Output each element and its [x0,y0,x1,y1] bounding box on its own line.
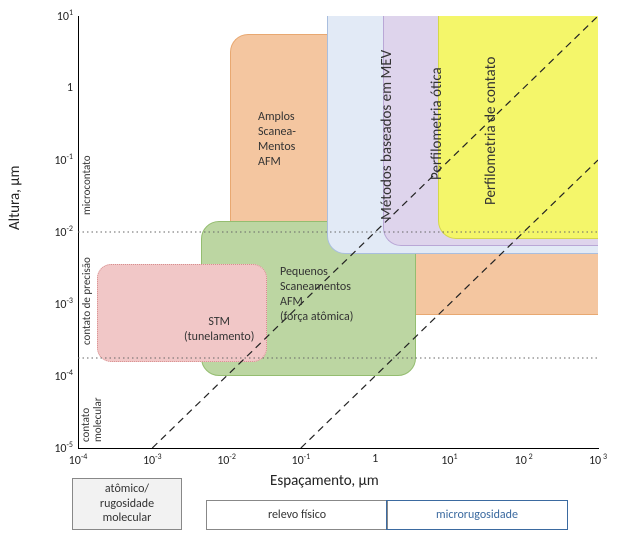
ycategory-micro: microcontato [80,155,93,215]
y-tick: 101 [57,8,73,24]
x-tick: 10 2 [515,452,533,468]
x-tick: 10-1 [292,452,311,468]
label-contact-profilometry: Perfilometria de contato [482,57,500,205]
legend-microroughness: microrugosidade [386,500,568,530]
y-tick: 1 [67,81,73,95]
label-stm: STM(tunelamento) [184,315,254,345]
legend-atomic: atômico/rugosidademolecular [72,478,182,530]
region-yellow-contact [438,16,598,239]
y-axis-label: Altura, μm [6,166,24,231]
y-tick: 10-1 [54,152,73,168]
label-afm-large: AmplosScanea-MentosAFM [258,110,296,170]
x-tick: 10 3 [589,452,607,468]
y-tick: 10-3 [54,296,73,312]
x-tick: 1 [372,452,378,466]
ycategory-molecular: contatomolecular [80,397,104,442]
x-tick: 10-2 [217,452,236,468]
x-axis-label: Espaçamento, μm [270,472,379,490]
legend-relief: relevo físico [206,500,388,530]
y-tick: 10-4 [54,368,73,384]
x-tick: 10-3 [143,452,162,468]
ycategory-precision: contato de precisão [80,257,93,345]
region-pink-stm [97,264,268,361]
label-sem: Métodos baseados em MEV [378,50,396,220]
label-afm-small: PequenosScaneamentosAFM(força atômica) [280,265,353,325]
x-tick: 101 [441,452,457,468]
y-tick: 10-5 [54,440,73,456]
chart-root: 10-410-310-210-1110110 210 3 10-510-410-… [0,0,629,543]
label-optical: Perfilometria ótica [428,67,446,180]
y-tick: 10-2 [54,224,73,240]
